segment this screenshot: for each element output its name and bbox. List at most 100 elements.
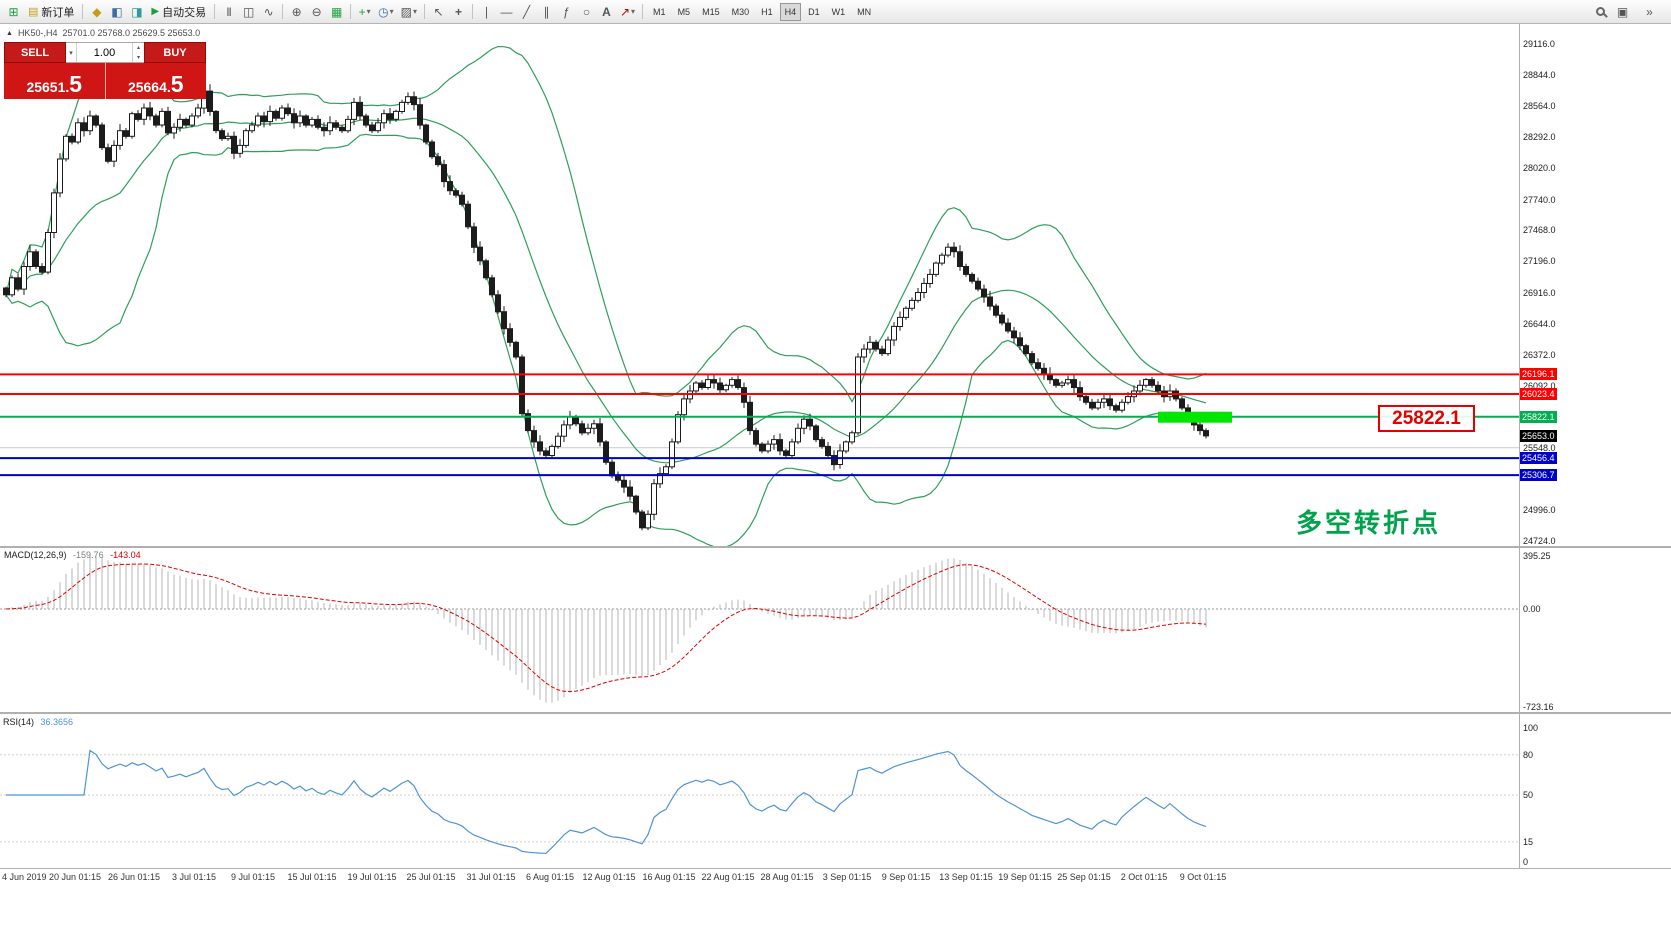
arrows-tool-icon[interactable]: ↗ ▾ [617,2,638,22]
main-toolbar: ⊞ ▤ 新订单 ◆ ◧ ◨ ▶ 自动交易 ||| ◫ ∿ ⊕ ⊖ ▦ + ▾ ◷ ▾… [0,0,1671,24]
time-axis-label: 12 Aug 01:15 [582,872,636,882]
arrow-glyph: ↗ [619,4,631,19]
timeframe-h1[interactable]: H1 [761,6,773,17]
toolbar-separator [471,4,473,19]
price-axis-label: 24996.0 [1523,505,1556,515]
macd-axis-label: 0.00 [1523,604,1541,614]
price-axis-label: 27196.0 [1523,256,1556,266]
sell-price-main: 25651. [26,78,70,95]
price-axis-label: 28844.0 [1523,70,1556,80]
sell-price-pip: 5 [69,71,83,98]
toolbar-right-group: ▣ » [1596,2,1667,22]
cursor-icon[interactable]: ↖ [433,4,444,19]
time-axis-label: 22 Aug 01:15 [701,872,755,882]
time-axis-label: 31 Jul 01:15 [466,872,516,882]
bar-chart-icon[interactable]: ||| [226,6,232,16]
volume-field: ▾ ▴ ▾ [66,42,144,63]
periods-icon[interactable]: ◷ ▾ [375,2,397,22]
oneclick-price-row: 25651. 5 25664. 5 [4,63,206,99]
symbol-period-label: HK50-,H4 [17,28,58,38]
templates-icon[interactable]: ▨ ▾ [398,2,420,22]
buy-button[interactable]: BUY [144,42,206,63]
volume-input[interactable] [77,43,132,62]
chevron-down-icon: ▾ [389,6,394,16]
new-order-button[interactable]: ▤ 新订单 [24,2,78,22]
price-axis-label: 27740.0 [1523,195,1556,205]
timeframe-m1[interactable]: M1 [653,6,666,17]
new-order-icon: ▤ [28,6,39,18]
time-axis-label: 19 Sep 01:15 [998,872,1052,882]
volume-dropdown-arrow[interactable]: ▾ [66,43,77,62]
time-axis-label: 4 Jun 2019 [2,872,47,882]
auto-trading-button[interactable]: ▶ 自动交易 [147,2,210,22]
rsi-name: RSI(14) [3,717,35,727]
sell-button[interactable]: SELL [4,42,66,63]
timeframe-mn[interactable]: MN [857,6,872,17]
price-axis-label: 29116.0 [1523,39,1555,49]
time-axis-label: 2 Oct 01:15 [1120,872,1168,882]
macd-name: MACD(12,26,9) [4,550,67,560]
data-window-icon[interactable]: ◧ [111,4,123,19]
timeframe-d1[interactable]: D1 [808,6,820,17]
timeframe-m15[interactable]: M15 [702,6,720,17]
horizontal-line-tool-icon[interactable]: ― [500,4,513,19]
rsi-axis-label: 15 [1523,837,1534,847]
time-axis-label: 20 Jun 01:15 [48,872,102,882]
auto-trading-play-icon: ▶ [151,6,160,17]
timeframe-group: M1 M5 M15 M30 H1 H4 D1 W1 MN [647,2,877,21]
shapes-tool-icon[interactable]: ○ [582,4,591,19]
volume-up-button[interactable]: ▴ [136,45,140,52]
chevron-down-icon: ▾ [412,6,417,16]
price-axis-label: 28020.0 [1523,163,1556,173]
price-level-tag: 25306.7 [1520,469,1557,481]
price-level-tag: 26196.1 [1520,368,1557,380]
toolbar-separator [214,4,216,19]
sell-price[interactable]: 25651. 5 [4,63,106,99]
time-axis-label: 15 Jul 01:15 [287,872,337,882]
volume-down-button[interactable]: ▾ [136,54,140,61]
time-axis-label: 6 Aug 01:15 [525,872,575,882]
price-axis-label: 25548.0 [1523,443,1556,453]
time-axis-label: 28 Aug 01:15 [760,872,814,882]
crosshair-icon[interactable]: + [454,4,462,19]
time-axis-label: 9 Oct 01:15 [1179,872,1227,882]
search-icon[interactable] [1596,7,1605,16]
fibonacci-tool-icon[interactable]: ƒ [563,4,570,19]
text-tool-icon[interactable]: A [602,4,611,19]
candlestick-chart-icon[interactable]: ◫ [242,4,255,19]
rsi-axis-label: 80 [1523,750,1534,760]
workspace-icon[interactable]: ▣ [1616,4,1629,19]
timeframe-m30[interactable]: M30 [731,6,750,17]
plus-glyph: + [358,4,366,19]
oneclick-top-row: SELL ▾ ▴ ▾ BUY [4,42,206,63]
market-watch-icon[interactable]: ◆ [92,4,102,19]
time-axis-label: 19 Jul 01:15 [347,872,397,882]
zoom-out-icon[interactable]: ⊖ [311,4,322,19]
oneclick-collapse-toggle[interactable]: ▲ [6,29,13,37]
rsi-axis-label: 50 [1523,790,1534,800]
timeframe-h4[interactable]: H4 [779,2,802,21]
time-axis-label: 9 Jul 01:15 [230,872,276,882]
one-click-trading-panel: SELL ▾ ▴ ▾ BUY 25651. 5 25664. 5 [4,42,206,99]
vertical-line-tool-icon[interactable]: ∣ [483,4,490,19]
rsi-label: RSI(14) 36.3656 [3,717,73,727]
new-chart-icon[interactable]: ⊞ [8,4,19,19]
toolbar-separator [423,4,425,19]
zoom-in-icon[interactable]: ⊕ [291,4,302,19]
tile-windows-icon[interactable]: ▦ [330,4,343,19]
ohlc-values: 25701.0 25768.0 25629.5 25653.0 [62,28,201,38]
buy-price[interactable]: 25664. 5 [106,63,207,99]
timeframe-w1[interactable]: W1 [831,6,846,17]
trendline-tool-icon[interactable]: ╱ [522,4,531,19]
price-axis-label: 26644.0 [1523,319,1556,329]
navigator-icon[interactable]: ◨ [131,4,143,19]
time-axis-label: 25 Sep 01:15 [1057,872,1111,882]
toolbar-overflow-icon[interactable]: » [1646,4,1653,19]
timeframe-m5[interactable]: M5 [677,6,691,17]
add-indicator-icon[interactable]: + ▾ [355,2,374,22]
line-chart-icon[interactable]: ∿ [263,4,274,19]
toolbar-separator [282,4,284,19]
channel-tool-icon[interactable]: ∥ [543,4,550,19]
